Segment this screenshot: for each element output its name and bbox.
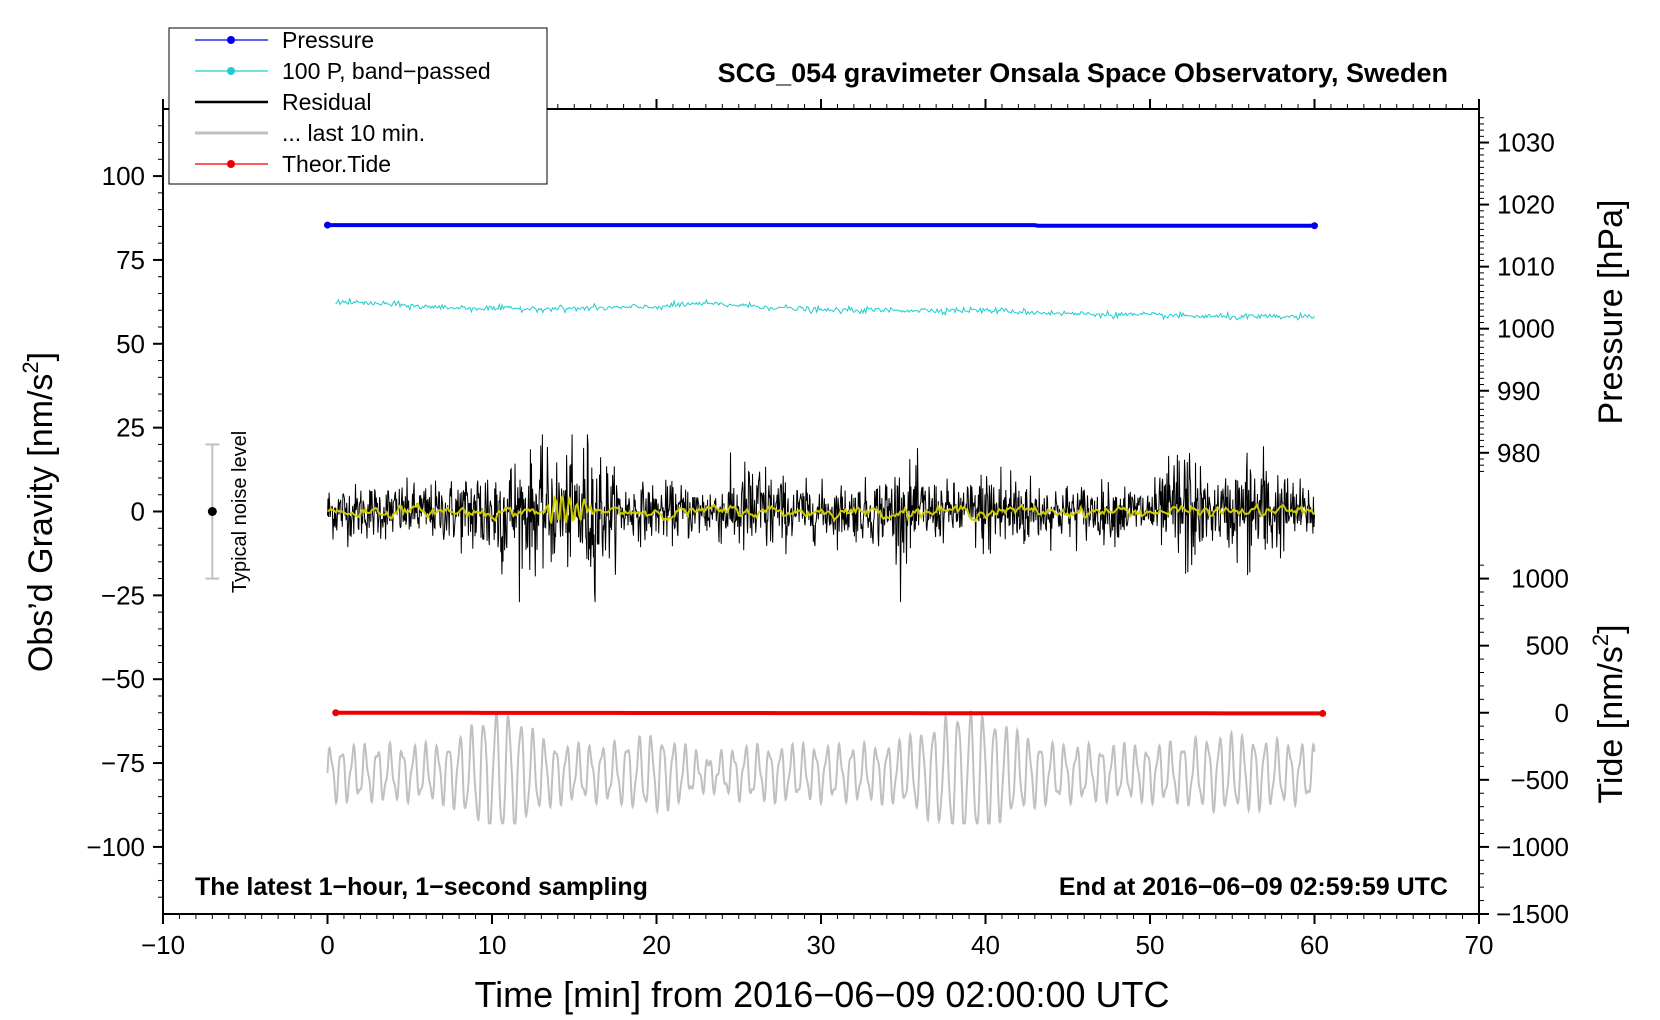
x-tick-label: 0	[320, 930, 334, 960]
pressure-point	[324, 221, 331, 229]
y-tick-label: 25	[116, 413, 145, 443]
pressure-tick-label: 1000	[1497, 314, 1555, 344]
tide-tick-label: −1000	[1496, 832, 1569, 862]
y-axis-label-pressure: Pressure [hPa]	[1592, 200, 1630, 425]
tide-line	[335, 710, 1323, 716]
band-passed-line	[335, 298, 1315, 321]
tide-point	[1319, 709, 1327, 717]
x-tick-label: 60	[1300, 930, 1329, 960]
legend-label: Pressure	[282, 27, 374, 53]
last-10-min-line	[326, 709, 1316, 825]
y-tick-label: 50	[116, 329, 145, 359]
x-tick-label: 70	[1465, 930, 1494, 960]
residual-smoothed-line	[327, 493, 1315, 524]
x-tick-label: 30	[807, 930, 836, 960]
x-tick-label: 50	[1136, 930, 1165, 960]
legend-label: Residual	[282, 89, 372, 115]
x-tick-label: 40	[971, 930, 1000, 960]
legend-label: Theor.Tide	[282, 151, 391, 177]
pressure-tick-label: 1020	[1497, 190, 1555, 220]
x-axis-label: Time [min] from 2016−06−09 02:00:00 UTC	[474, 974, 1169, 1015]
bottom-right-note: End at 2016−06−09 02:59:59 UTC	[1059, 873, 1448, 901]
x-tick-label: 20	[642, 930, 671, 960]
pressure-tick-label: 1030	[1497, 128, 1555, 158]
legend-label: 100 P, band−passed	[282, 58, 491, 84]
legend-marker	[227, 160, 235, 168]
pressure-point	[1311, 222, 1318, 230]
y-tick-label: 75	[116, 245, 145, 275]
y-axis-label-left: Obs’d Gravity [nm/s2]	[18, 352, 60, 672]
pressure-tick-label: 980	[1497, 438, 1540, 468]
legend-label: ... last 10 min.	[282, 120, 425, 146]
tide-tick-label: −500	[1510, 765, 1569, 795]
legend-box	[168, 27, 548, 185]
y-tick-label: −100	[86, 832, 145, 862]
noise-level-point	[207, 507, 217, 516]
residual-line	[327, 434, 1315, 603]
tide-tick-label: 500	[1526, 631, 1569, 661]
x-tick-label: 10	[478, 930, 507, 960]
y-tick-label: −75	[101, 748, 145, 778]
pressure-line	[327, 223, 1315, 228]
noise-level-label: Typical noise level	[229, 431, 251, 593]
bottom-left-note: The latest 1−hour, 1−second sampling	[195, 873, 648, 901]
tide-tick-label: 0	[1555, 698, 1569, 728]
y-tick-label: −50	[101, 664, 145, 694]
pressure-tick-label: 990	[1497, 376, 1540, 406]
y-tick-label: 0	[131, 497, 145, 527]
y-tick-label: 100	[102, 161, 145, 191]
pressure-tick-label: 1010	[1497, 252, 1555, 282]
chart-title: SCG_054 gravimeter Onsala Space Observat…	[718, 58, 1448, 88]
tide-tick-label: 1000	[1511, 564, 1569, 594]
y-axis-label-tide: Tide [nm/s2]	[1588, 624, 1630, 803]
x-tick-label: −10	[141, 930, 185, 960]
tide-tick-label: −1500	[1496, 899, 1569, 929]
legend-marker	[227, 36, 235, 44]
y-tick-label: −25	[101, 580, 145, 610]
tide-point	[332, 709, 340, 717]
legend-marker	[227, 67, 235, 75]
